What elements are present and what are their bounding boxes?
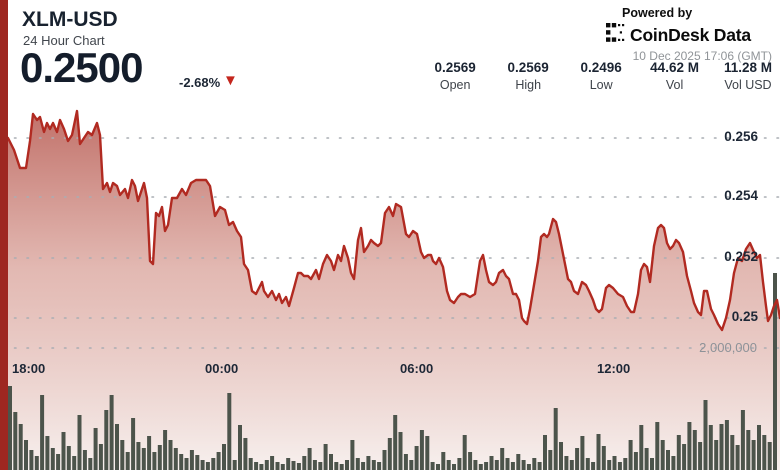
stat-volume-usd: 11.28 M Vol USD [723,60,772,92]
y-axis-tick-0252: 0.252 [724,249,758,264]
y-axis-volume-tick: 2,000,000 [699,340,757,355]
brand-block: Powered by CoinDesk Data 10 Dec 2025 17:… [594,6,772,63]
y-axis-tick-0254: 0.254 [724,188,758,203]
x-axis-tick-1200: 12:00 [597,361,631,376]
timestamp: 10 Dec 2025 17:06 (GMT) [632,49,772,63]
triangle-down-icon: ▼ [223,72,238,89]
page-title: XLM-USD [22,8,118,31]
left-accent-bar [0,0,8,470]
stat-low: 0.2496 Low [580,60,622,92]
y-axis-tick-0256: 0.256 [724,129,758,144]
price-change-percent: -2.68% [179,75,221,90]
coindesk-logo-text: CoinDesk Data [630,24,751,45]
stat-high: 0.2569 High [507,60,549,92]
coindesk-logo[interactable]: CoinDesk Data [606,23,772,47]
powered-by-label: Powered by [622,6,693,20]
x-axis-tick-0000: 00:00 [205,361,239,376]
stat-open: 0.2569 Open [434,60,476,92]
current-price: 0.2500 [20,44,143,91]
coindesk-grid-icon [606,23,625,47]
ohlc-stats-row: 0.2569 Open 0.2569 High 0.2496 Low 44.62… [431,60,772,92]
y-axis-tick-025: 0.25 [731,309,758,324]
x-axis-tick-1800: 18:00 [12,361,46,376]
chart-subtitle: 24 Hour Chart [23,33,105,48]
stat-volume: 44.62 M Vol [650,60,699,92]
x-axis-tick-0600: 06:00 [400,361,434,376]
